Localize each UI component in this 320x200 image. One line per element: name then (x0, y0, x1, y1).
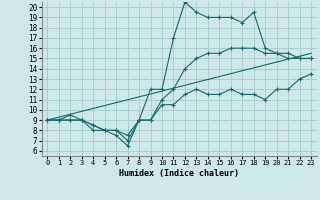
X-axis label: Humidex (Indice chaleur): Humidex (Indice chaleur) (119, 169, 239, 178)
